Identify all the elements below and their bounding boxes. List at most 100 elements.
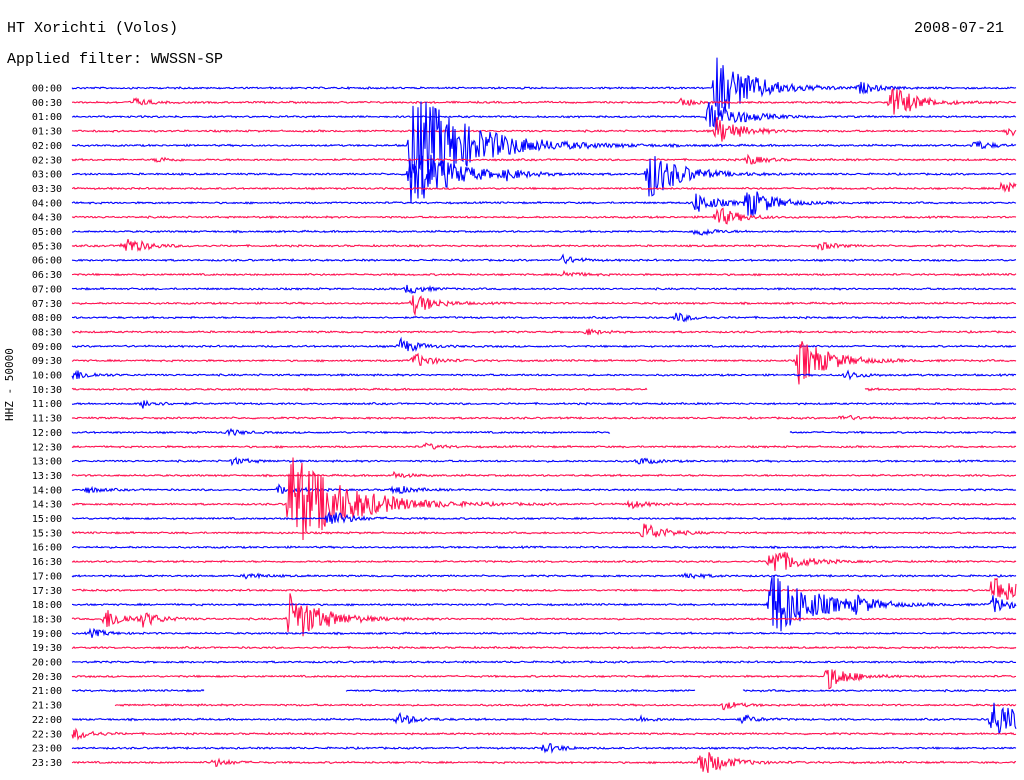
trace-row-0730 [71,295,1017,317]
row-label-0830: 08:30 [32,327,62,338]
trace-row-1800 [72,575,1017,632]
trace-row-1430 [71,457,1017,541]
row-label-1630: 16:30 [32,557,62,568]
trace-row-1600 [71,545,1017,550]
channel-label: HHZ - 50000 [3,348,16,421]
row-label-2200: 22:00 [32,715,62,726]
row-label-0030: 00:30 [32,98,62,109]
row-label-2000: 20:00 [32,658,62,669]
trace-row-0300 [71,154,1017,199]
row-label-0430: 04:30 [32,213,62,224]
trace-row-2300 [71,742,1017,754]
trace-row-0130 [71,117,1017,142]
trace-row-0430 [71,207,1017,225]
trace-row-0230 [71,153,1017,165]
row-label-2130: 21:30 [32,701,62,712]
row-label-1530: 15:30 [32,528,62,539]
trace-row-2130 [114,702,1017,711]
row-label-0630: 06:30 [32,270,62,281]
row-label-1000: 10:00 [32,371,62,382]
time-axis-labels: 00:00 00:30 01:00 01:30 02:00 02:30 03:00 03:30… [32,84,62,769]
trace-row-1830 [71,593,1017,637]
row-label-0300: 03:00 [32,170,62,181]
trace-row-1130 [71,414,1016,421]
row-label-1200: 12:00 [32,428,62,439]
row-label-1500: 15:00 [32,514,62,525]
trace-row-1000 [71,369,1017,381]
row-label-1100: 11:00 [32,399,62,410]
row-label-0800: 08:00 [32,313,62,324]
row-label-1030: 10:30 [32,385,62,396]
station-title: HT Xorichti (Volos) [7,20,179,37]
trace-row-2200 [71,702,1017,735]
row-label-1900: 19:00 [32,629,62,640]
row-label-2300: 23:00 [32,744,62,755]
trace-row-1300 [71,456,1017,467]
row-label-0130: 01:30 [32,127,62,138]
row-label-1330: 13:30 [32,471,62,482]
trace-row-0200 [71,101,1017,204]
row-label-0000: 00:00 [32,84,62,95]
row-label-0330: 03:30 [32,184,62,195]
trace-row-1200 [71,427,1017,437]
trace-row-0000 [71,57,1017,116]
row-label-0100: 01:00 [32,112,62,123]
row-label-0400: 04:00 [32,198,62,209]
row-label-0500: 05:00 [32,227,62,238]
trace-row-0030 [71,87,1017,115]
row-label-1700: 17:00 [32,571,62,582]
row-label-0900: 09:00 [32,342,62,353]
filter-label: Applied filter: WWSSN-SP [7,51,224,68]
trace-row-1900 [71,627,1017,638]
trace-row-1100 [71,399,1017,409]
row-label-0530: 05:30 [32,241,62,252]
trace-row-2330 [71,752,1017,774]
row-label-0230: 02:30 [32,155,62,166]
row-label-1830: 18:30 [32,614,62,625]
row-label-2030: 20:30 [32,672,62,683]
trace-row-0700 [71,284,1017,295]
row-label-1230: 12:30 [32,442,62,453]
trace-row-1730 [71,577,1017,600]
row-label-0730: 07:30 [32,299,62,310]
trace-row-2030 [71,669,1017,690]
trace-row-0830 [71,328,1017,336]
date-label: 2008-07-21 [913,20,1004,37]
row-label-1600: 16:00 [32,543,62,554]
trace-row-1530 [71,523,1017,538]
trace-row-0400 [71,191,1017,216]
trace-row-1030 [71,387,1017,392]
trace-row-2000 [71,659,1017,664]
trace-row-0630 [71,269,1017,278]
trace-row-1330 [71,470,1016,479]
row-label-2100: 21:00 [32,686,62,697]
trace-row-2100 [71,688,1017,693]
trace-row-0800 [72,312,1017,323]
row-label-1130: 11:30 [32,414,62,425]
row-label-1400: 14:00 [32,485,62,496]
row-label-0930: 09:30 [32,356,62,367]
row-label-1800: 18:00 [32,600,62,611]
trace-row-0500 [72,228,1017,236]
row-label-1930: 19:30 [32,643,62,654]
row-label-1300: 13:00 [32,457,62,468]
row-label-0200: 02:00 [32,141,62,152]
trace-row-0330 [71,181,1017,193]
row-label-0600: 06:00 [32,256,62,267]
row-label-1430: 14:30 [32,500,62,511]
trace-row-0600 [71,253,1017,265]
trace-row-0930 [71,341,1017,385]
trace-row-1630 [71,551,1017,571]
trace-row-0900 [71,336,1017,352]
trace-row-1230 [71,442,1017,450]
trace-row-2230 [71,727,1017,741]
trace-row-1500 [71,510,1016,524]
trace-row-1700 [71,572,1017,580]
trace-row-1400 [71,483,1017,495]
trace-row-0530 [71,238,1017,252]
row-label-2230: 22:30 [32,729,62,740]
row-label-1730: 17:30 [32,586,62,597]
row-label-0700: 07:00 [32,284,62,295]
row-label-2330: 23:30 [32,758,62,769]
